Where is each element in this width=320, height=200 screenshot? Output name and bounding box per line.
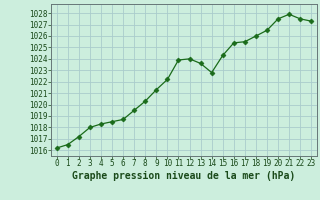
X-axis label: Graphe pression niveau de la mer (hPa): Graphe pression niveau de la mer (hPa) xyxy=(72,171,296,181)
